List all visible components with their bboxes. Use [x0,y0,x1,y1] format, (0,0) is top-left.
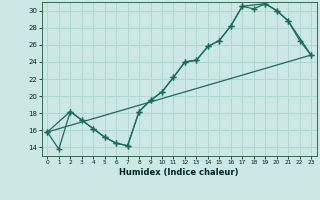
X-axis label: Humidex (Indice chaleur): Humidex (Indice chaleur) [119,168,239,177]
